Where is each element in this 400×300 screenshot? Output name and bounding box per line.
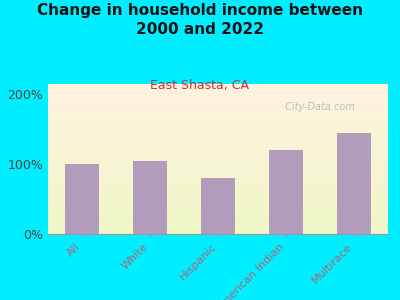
Bar: [201, 178, 235, 234]
Text: Change in household income between
2000 and 2022: Change in household income between 2000 …: [37, 3, 363, 37]
Bar: [269, 150, 303, 234]
Bar: [337, 133, 371, 234]
Text: City-Data.com: City-Data.com: [279, 102, 355, 112]
Bar: [133, 161, 167, 234]
Bar: [65, 164, 99, 234]
Text: East Shasta, CA: East Shasta, CA: [150, 80, 250, 92]
